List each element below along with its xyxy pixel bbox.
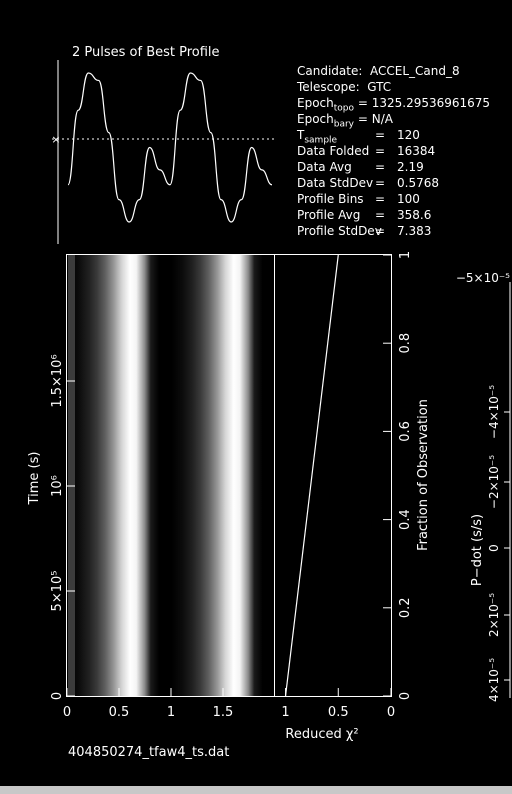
chi2-frame — [274, 254, 392, 697]
info-row-eq: = — [375, 144, 386, 158]
info-row-eq: = — [375, 160, 386, 174]
info-row-key: Profile Bins — [297, 192, 364, 206]
epoch-topo-value: = 1325.29536961675 — [357, 96, 491, 110]
chi2-x-tick-label: 0.5 — [328, 705, 349, 720]
chi2-y-tick-label: 0.2 — [398, 597, 413, 618]
info-row: Profile Avg = 358.6 — [297, 207, 512, 223]
chi2-y-tick-label: 0.6 — [398, 421, 413, 442]
heatmap-x-ticks: 0 0.5 1 1.5 — [63, 688, 233, 720]
info-row-value: 0.5768 — [397, 176, 439, 190]
pdot-y-tick-label: −5×10⁻⁵ — [456, 271, 510, 285]
info-row: Profile Bins = 100 — [297, 191, 512, 207]
chi2-y-tick-label: 0 — [398, 692, 413, 700]
profile-curve — [67, 72, 273, 223]
telescope-value: GTC — [367, 80, 392, 94]
pdot-y-ticks: −5×10⁻⁵ −4×10⁻⁵ −2×10⁻⁵ 0 2×10⁻⁵ 4×10⁻⁵ — [456, 271, 510, 702]
chi2-x-tick-label: 0 — [387, 705, 395, 720]
pdot-ylabel: P−dot (s/s) — [470, 514, 485, 586]
chi2-y-ticks: 0 0.2 0.4 0.6 0.8 1 — [383, 251, 413, 700]
info-row-key: Data Folded — [297, 144, 370, 158]
pdot-panel: −5×10⁻⁵ −4×10⁻⁵ −2×10⁻⁵ 0 2×10⁻⁵ 4×10⁻⁵ P−dot… — [456, 271, 511, 702]
info-row-key-sub: sample — [304, 135, 338, 146]
candidate-info: Candidate: ACCEL_Cand_8 Telescope: GTC E… — [297, 63, 512, 243]
pdot-y-tick-label: 2×10⁻⁵ — [487, 593, 501, 637]
chi2-y-tick-label: 0.4 — [398, 509, 413, 530]
info-row-key: Tsample — [297, 128, 338, 146]
info-row-key: Profile Avg — [297, 208, 361, 222]
info-row-key: Profile StdDev — [297, 224, 382, 238]
chi2-x-tick-label: 1 — [281, 705, 289, 720]
info-row-value: 358.6 — [397, 208, 432, 222]
profile-average-marker: × — [51, 133, 60, 146]
heatmap-left-edge — [68, 255, 75, 696]
heatmap-y-tick-label: 0 — [50, 692, 65, 700]
pdot-y-tick-label: −4×10⁻⁵ — [487, 385, 501, 439]
profile-panel: × — [51, 60, 275, 244]
heatmap-x-tick-label: 1.5 — [213, 705, 234, 720]
pdot-y-tick-label: −2×10⁻⁵ — [487, 455, 501, 509]
window-bottom-strip — [0, 786, 512, 794]
info-row-value: 7.383 — [397, 224, 432, 238]
info-row-value: 2.19 — [397, 160, 424, 174]
info-row-eq: = — [375, 192, 386, 206]
data-filename: 404850274_tfaw4_ts.dat — [68, 745, 230, 760]
info-row-eq: = — [375, 128, 386, 142]
chi2-y-tick-label: 1 — [398, 251, 413, 259]
info-row-value: 120 — [397, 128, 420, 142]
info-row: Data Folded = 16384 — [297, 143, 512, 159]
info-row-eq: = — [375, 208, 386, 222]
epoch-topo-sub: topo — [333, 103, 355, 114]
epoch-topo-label: Epoch — [297, 96, 334, 110]
chi2-xlabel: Reduced χ² — [285, 727, 358, 742]
info-row-key: Data StdDev — [297, 176, 374, 190]
heatmap-x-tick-label: 1 — [167, 705, 175, 720]
info-row: Profile StdDev = 7.383 — [297, 223, 512, 239]
chi2-panel: 1 0.5 0 00.20.40.60.81 Reduced χ² Fraction… — [274, 251, 431, 742]
epoch-bary-label: Epoch — [297, 112, 334, 126]
heatmap-x-tick-label: 0 — [63, 705, 71, 720]
info-row-value: 16384 — [397, 144, 436, 158]
heatmap-y-ticks: 0 5×10⁵ 10⁶ 1.5×10⁶ — [50, 354, 75, 700]
info-row-key: Data Avg — [297, 160, 352, 174]
epoch-bary-value: = N/A — [357, 112, 393, 126]
info-row-eq: = — [375, 176, 386, 190]
chi2-line — [284, 254, 339, 697]
time-phase-panel: 0 0.5 1 1.5 0 5×10⁵ 10⁶ 1.5×10⁶ Time (s) — [27, 254, 275, 720]
heatmap-x-tick-label: 0.5 — [109, 705, 130, 720]
pdot-y-tick-label: 4×10⁻⁵ — [487, 658, 501, 702]
info-row: Data Avg = 2.19 — [297, 159, 512, 175]
pdot-y-tick-label: 0 — [487, 544, 501, 552]
epoch-bary-sub: bary — [333, 119, 355, 130]
info-row: Tsample = 120 — [297, 127, 512, 145]
chi2-ylabel: Fraction of Observation — [416, 399, 431, 551]
profile-title: 2 Pulses of Best Profile — [72, 45, 220, 60]
info-row: Data StdDev = 0.5768 — [297, 175, 512, 191]
candidate-value: ACCEL_Cand_8 — [370, 64, 460, 78]
heatmap-image — [68, 255, 275, 696]
chi2-y-tick-label: 0.8 — [398, 333, 413, 354]
telescope-label: Telescope: — [297, 80, 360, 94]
info-row-eq: = — [375, 224, 386, 238]
heatmap-y-tick-label: 10⁶ — [50, 475, 65, 497]
heatmap-y-tick-label: 5×10⁵ — [50, 571, 65, 612]
chi2-x-ticks: 1 0.5 0 — [281, 688, 395, 720]
info-rows: Tsample = 120 Data Folded = 16384 Data Avg = 2.1… — [297, 127, 512, 243]
candidate-label: Candidate: — [297, 64, 363, 78]
info-row-value: 100 — [397, 192, 420, 206]
heatmap-y-tick-label: 1.5×10⁶ — [50, 354, 65, 407]
heatmap-ylabel: Time (s) — [27, 452, 42, 506]
